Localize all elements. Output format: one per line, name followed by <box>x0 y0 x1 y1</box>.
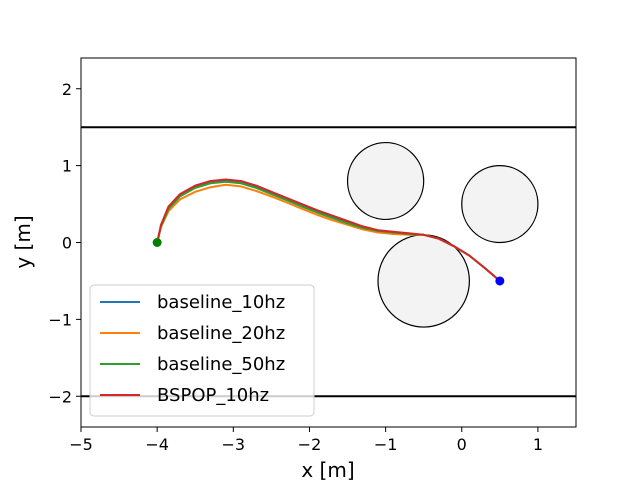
x-tick-label: 1 <box>533 435 543 454</box>
obstacle-2 <box>462 166 538 243</box>
x-axis-label: x [m] <box>301 458 354 480</box>
legend-label-baseline_20hz: baseline_20hz <box>157 323 285 344</box>
goal-point-marker <box>495 276 504 285</box>
x-tick-label: −4 <box>145 435 169 454</box>
y-tick-label: −2 <box>48 387 72 406</box>
legend: baseline_10hz baseline_20hz baseline_50hz B… <box>90 285 314 416</box>
y-tick-label: 2 <box>62 80 72 99</box>
x-tick-label: −3 <box>222 435 246 454</box>
y-tick-label: 0 <box>62 234 72 253</box>
legend-label-baseline_50hz: baseline_50hz <box>157 354 285 375</box>
x-tick-label: 0 <box>457 435 467 454</box>
start-point-marker <box>153 238 162 247</box>
obstacle-1 <box>348 143 424 220</box>
legend-label-BSPOP_10hz: BSPOP_10hz <box>157 385 269 406</box>
legend-label-baseline_10hz: baseline_10hz <box>157 292 285 313</box>
y-tick-label: 1 <box>62 157 72 176</box>
y-tick-label: −1 <box>48 310 72 329</box>
x-tick-label: −5 <box>69 435 93 454</box>
y-axis-label: y [m] <box>11 215 35 268</box>
x-tick-label: −1 <box>374 435 398 454</box>
obstacle-3 <box>378 235 469 327</box>
x-tick-label: −2 <box>298 435 322 454</box>
